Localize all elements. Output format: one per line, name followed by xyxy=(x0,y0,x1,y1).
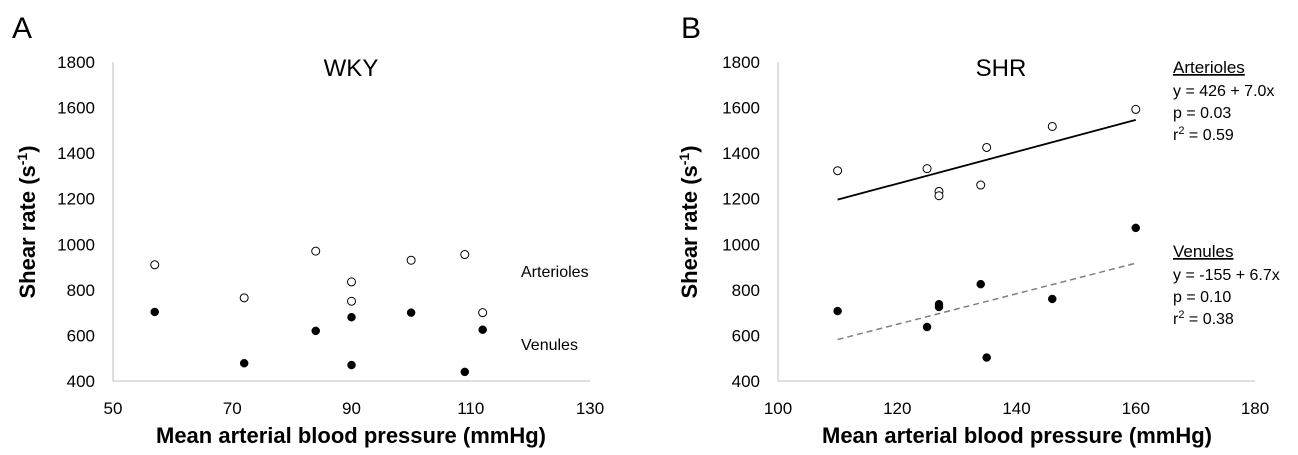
y-tick-label: 400 xyxy=(732,372,760,391)
axes-a xyxy=(112,62,590,382)
y-tick-label: 1400 xyxy=(57,144,95,163)
panel-a-wky: A WKY 400 600 800 1000 1200 1400 1600 1800 50 70 9… xyxy=(12,12,604,448)
arteriole-point xyxy=(460,250,470,260)
arteriole-point xyxy=(311,246,321,256)
x-tick-label: 120 xyxy=(883,399,911,418)
arteriole-point xyxy=(347,296,356,306)
venule-point xyxy=(150,307,159,317)
x-tick-label: 180 xyxy=(1241,399,1269,418)
venule-point xyxy=(478,325,487,334)
y-tick-label: 1000 xyxy=(57,235,95,254)
venule-point xyxy=(347,360,356,370)
x-tick-label: 110 xyxy=(457,399,484,418)
venule-point xyxy=(976,279,985,289)
regression-line-venules xyxy=(837,262,1136,341)
arteriole-point xyxy=(934,191,944,201)
y-axis-title-b: Shear rate (s-1) xyxy=(676,145,702,298)
x-tick-label: 140 xyxy=(1002,399,1030,418)
arteriole-point xyxy=(239,293,249,303)
arterioles-annotation-b: Arterioles y = 426 + 7.0x p = 0.03 r2 = … xyxy=(1173,58,1274,144)
arterioles-annot-r2: r2 = 0.59 xyxy=(1173,125,1234,144)
data-points-b xyxy=(833,104,1141,362)
venules-annotation-b: Venules y = -155 + 6.7x p = 0.10 r2 = 0.… xyxy=(1173,242,1280,328)
arteriole-point xyxy=(347,277,356,287)
chart-title-a: WKY xyxy=(324,55,379,82)
venule-point xyxy=(239,358,249,368)
x-tick-label: 90 xyxy=(342,399,361,418)
arteriole-point xyxy=(478,308,488,318)
axes-b xyxy=(777,62,1255,382)
data-points-a xyxy=(150,246,488,377)
venules-label-a: Venules xyxy=(521,337,578,354)
arterioles-annot-p: p = 0.03 xyxy=(1173,105,1231,122)
x-tick-label: 130 xyxy=(576,399,604,418)
x-tick-label: 70 xyxy=(223,399,242,418)
x-tick-label: 50 xyxy=(104,399,123,418)
y-tick-label: 1600 xyxy=(722,99,760,118)
y-tick-label: 1400 xyxy=(722,144,760,163)
tick-labels-b: 400 600 800 1000 1200 1400 1600 1800 100 120 140 16… xyxy=(722,53,1269,418)
x-tick-label: 100 xyxy=(764,399,792,418)
venule-point xyxy=(833,306,842,316)
panel-label-a: A xyxy=(12,12,32,45)
regression-line-arterioles xyxy=(837,119,1136,201)
x-tick-label: 160 xyxy=(1122,399,1150,418)
y-tick-label: 600 xyxy=(67,326,95,345)
panel-b-shr: B SHR 400 600 800 1000 1200 1400 1600 1800 100 12… xyxy=(649,0,1298,455)
x-axis-title-b: Mean arterial blood pressure (mmHg) xyxy=(822,423,1212,448)
x-axis-title-a: Mean arterial blood pressure (mmHg) xyxy=(156,423,546,448)
panel-label-b: B xyxy=(681,12,701,45)
arterioles-annot-head: Arterioles xyxy=(1173,58,1245,77)
y-tick-label: 400 xyxy=(67,372,95,391)
venule-point xyxy=(460,367,470,377)
y-axis-title-a: Shear rate (s-1) xyxy=(14,145,40,298)
arteriole-point xyxy=(1047,121,1057,131)
arterioles-label-a: Arterioles xyxy=(521,264,589,281)
venule-point xyxy=(1131,223,1140,233)
venule-point xyxy=(406,308,416,317)
y-tick-label: 1200 xyxy=(722,190,760,209)
venules-annot-p: p = 0.10 xyxy=(1173,289,1231,306)
y-tick-label: 600 xyxy=(732,326,760,345)
venule-point xyxy=(1048,294,1057,304)
arteriole-point xyxy=(150,260,160,270)
arteriole-point xyxy=(922,164,932,174)
venules-annot-head: Venules xyxy=(1173,242,1234,261)
venule-point xyxy=(311,326,320,336)
arteriole-point xyxy=(1131,104,1141,114)
venules-annot-eq: y = -155 + 6.7x xyxy=(1173,267,1280,284)
y-tick-label: 1800 xyxy=(722,53,760,72)
regression-lines-b xyxy=(837,119,1136,341)
venule-point xyxy=(934,302,944,312)
venule-point xyxy=(347,312,356,322)
venules-annot-r2: r2 = 0.38 xyxy=(1173,309,1234,328)
arteriole-point xyxy=(406,255,416,265)
y-tick-label: 1200 xyxy=(57,190,95,209)
chart-a: A WKY 400 600 800 1000 1200 1400 1600 1800 50 70 9… xyxy=(12,12,604,448)
tick-labels-a: 400 600 800 1000 1200 1400 1600 1800 50 70 90 110 13… xyxy=(57,53,604,418)
arteriole-point xyxy=(976,180,986,190)
arteriole-point xyxy=(833,166,843,176)
venule-point xyxy=(922,322,932,332)
y-tick-label: 1000 xyxy=(722,235,760,254)
arterioles-annot-eq: y = 426 + 7.0x xyxy=(1173,83,1274,100)
chart-b: B SHR 400 600 800 1000 1200 1400 1600 1800 100 12… xyxy=(676,12,1280,448)
y-tick-label: 800 xyxy=(67,281,95,300)
y-tick-label: 800 xyxy=(732,281,760,300)
y-tick-label: 1800 xyxy=(57,53,95,72)
y-tick-label: 1600 xyxy=(57,99,95,118)
chart-title-b: SHR xyxy=(976,55,1027,82)
venule-point xyxy=(982,353,991,362)
arteriole-point xyxy=(982,142,992,152)
